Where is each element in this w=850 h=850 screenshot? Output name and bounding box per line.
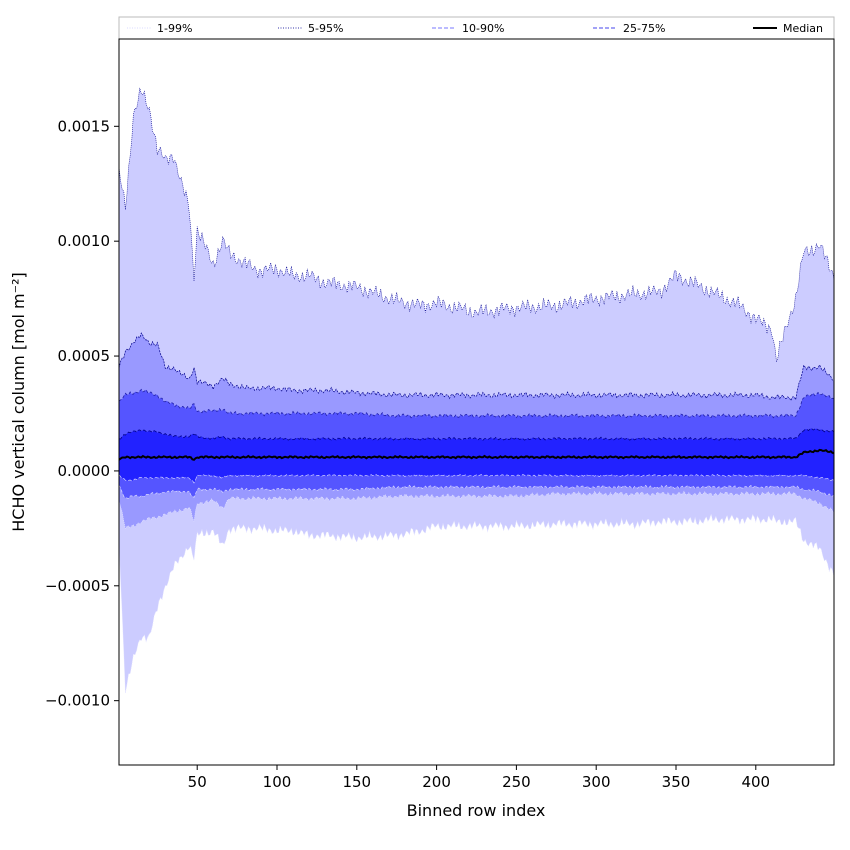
y-tick-label: 0.0005 bbox=[58, 347, 111, 365]
y-tick-label: 0.0000 bbox=[58, 462, 111, 480]
x-tick-label: 300 bbox=[582, 773, 611, 791]
y-tick-label: −0.0005 bbox=[45, 577, 110, 595]
legend: 1-99% 5-95% 10-90% 25-75% Median bbox=[118, 16, 835, 40]
legend-label: 1-99% bbox=[157, 22, 192, 35]
x-tick-label: 50 bbox=[188, 773, 207, 791]
line-median bbox=[119, 448, 834, 461]
line-p75 bbox=[119, 428, 834, 441]
plot-frame bbox=[118, 38, 835, 766]
line-p90 bbox=[119, 388, 834, 419]
line-p99 bbox=[119, 87, 834, 362]
band-25-75 bbox=[119, 428, 834, 483]
x-tick-label: 200 bbox=[422, 773, 451, 791]
line-p95 bbox=[119, 332, 834, 402]
y-axis-label: HCHO vertical column [mol m⁻²] bbox=[9, 272, 28, 531]
legend-label: 25-75% bbox=[623, 22, 665, 35]
line-p10 bbox=[119, 484, 834, 499]
x-axis-label: Binned row index bbox=[407, 801, 546, 820]
line-p5 bbox=[119, 490, 834, 530]
y-tick-label: 0.0015 bbox=[58, 117, 111, 135]
x-tick-label: 400 bbox=[741, 773, 770, 791]
x-tick-label: 250 bbox=[502, 773, 531, 791]
y-axis: −0.0010 −0.0005 0.0000 0.0005 0.0010 0.0015 bbox=[45, 117, 119, 710]
percentile-lines bbox=[119, 87, 834, 694]
x-tick-label: 150 bbox=[342, 773, 371, 791]
legend-label: 10-90% bbox=[462, 22, 504, 35]
x-tick-label: 100 bbox=[263, 773, 292, 791]
y-tick-label: −0.0010 bbox=[45, 692, 110, 710]
band-1-99 bbox=[119, 87, 834, 694]
x-tick-label: 350 bbox=[662, 773, 691, 791]
legend-label: Median bbox=[783, 22, 823, 35]
y-tick-label: 0.0010 bbox=[58, 232, 111, 250]
x-axis: 50 100 150 200 250 300 350 400 bbox=[188, 765, 770, 791]
percentile-bands bbox=[119, 87, 834, 694]
line-p25 bbox=[119, 474, 834, 484]
legend-label: 5-95% bbox=[308, 22, 343, 35]
